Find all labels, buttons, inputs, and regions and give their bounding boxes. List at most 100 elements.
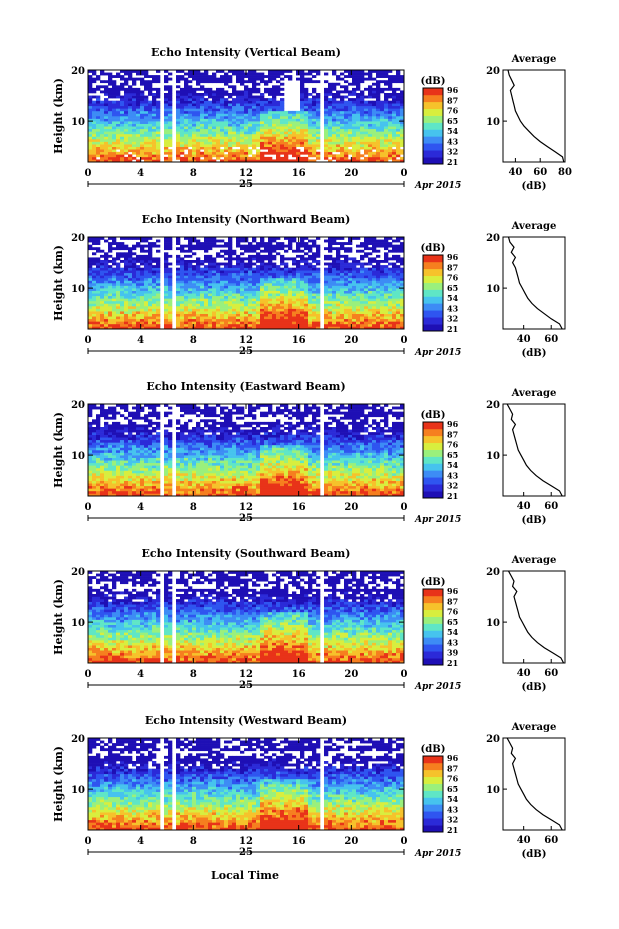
colorbar-swatch xyxy=(423,255,443,263)
colorbar-swatch xyxy=(423,310,443,318)
colorbar-swatch xyxy=(423,422,443,430)
colorbar-tick-label: 87 xyxy=(447,429,458,439)
day-label: 25 xyxy=(239,179,253,190)
colorbar-swatch xyxy=(423,463,443,471)
x-tick-label: 8 xyxy=(190,335,197,346)
profile-y-tick: 20 xyxy=(486,233,500,244)
colorbar-swatch xyxy=(423,776,443,784)
colorbar-tick-label: 65 xyxy=(447,450,458,460)
colorbar-swatch xyxy=(423,428,443,437)
colorbar-swatch xyxy=(423,756,443,764)
colorbar-tick-label: 96 xyxy=(447,586,459,596)
y-tick-label: 10 xyxy=(71,618,85,629)
colorbar-tick-label: 96 xyxy=(447,85,459,95)
x-tick-label: 12 xyxy=(239,335,253,346)
x-tick-label: 8 xyxy=(190,168,197,179)
panel-1: Echo Intensity (Northward Beam) Height (k… xyxy=(52,213,566,359)
day-label: 25 xyxy=(239,847,253,858)
profile-y-tick: 10 xyxy=(486,451,500,462)
colorbar-swatch xyxy=(423,317,443,325)
colorbar-tick-label: 65 xyxy=(447,617,458,627)
colorbar-tick-label: 43 xyxy=(447,136,459,146)
profile-x-tick: 40 xyxy=(508,167,522,178)
profile-x-tick: 60 xyxy=(533,167,547,178)
colorbar-tick-label: 76 xyxy=(447,273,459,283)
colorbar-tick-label: 32 xyxy=(447,314,458,324)
colorbar-swatch xyxy=(423,456,443,464)
colorbar-tick-label: 65 xyxy=(447,116,458,126)
colorbar-tick-label: 32 xyxy=(447,481,458,491)
colorbar-swatch xyxy=(423,637,443,645)
x-tick-label: 0 xyxy=(401,168,408,179)
x-tick-label: 8 xyxy=(190,502,197,513)
profile-x-title: (dB) xyxy=(522,181,547,192)
colorbar-title: (dB) xyxy=(421,76,446,87)
colorbar-tick-label: 43 xyxy=(447,303,459,313)
profile-x-tick: 60 xyxy=(544,501,558,512)
colorbar-swatch xyxy=(423,644,443,652)
colorbar-swatch xyxy=(423,804,443,812)
x-tick-label: 0 xyxy=(85,669,92,680)
colorbar-tick-label: 87 xyxy=(447,262,458,272)
colorbar-swatch xyxy=(423,435,443,444)
colorbar-swatch xyxy=(423,595,443,604)
colorbar-swatch xyxy=(423,630,443,638)
x-tick-label: 16 xyxy=(292,836,306,847)
profile-frame xyxy=(502,403,566,497)
colorbar-swatch xyxy=(423,129,443,137)
date-tag: Apr 2015 xyxy=(414,682,461,692)
colorbar-frame xyxy=(422,254,444,332)
profile-x-tick: 40 xyxy=(517,668,531,679)
colorbar-swatch xyxy=(423,88,443,96)
heatmap-cells xyxy=(88,404,405,497)
profile-title: Average xyxy=(511,221,557,232)
colorbar-tick-label: 21 xyxy=(447,491,458,501)
colorbar-swatch xyxy=(423,150,443,158)
y-tick-label: 10 xyxy=(71,117,85,128)
profile-y-tick: 20 xyxy=(486,400,500,411)
colorbar-swatch xyxy=(423,477,443,485)
profile-x-tick: 40 xyxy=(517,334,531,345)
colorbar-frame xyxy=(422,87,444,165)
x-tick-label: 4 xyxy=(137,502,144,513)
profile-y-tick: 10 xyxy=(486,618,500,629)
panel-0: Echo Intensity (Vertical Beam) Height (km… xyxy=(52,46,572,192)
colorbar-swatch xyxy=(423,609,443,617)
profile-x-tick: 80 xyxy=(558,167,572,178)
colorbar-tick-label: 96 xyxy=(447,419,459,429)
x-tick-label: 0 xyxy=(85,836,92,847)
colorbar-swatch xyxy=(423,449,443,457)
y-tick-label: 20 xyxy=(71,66,85,77)
date-tag: Apr 2015 xyxy=(414,348,461,358)
profile-frame xyxy=(502,69,566,163)
y-axis-title: Height (km) xyxy=(52,78,65,154)
x-tick-label: 20 xyxy=(344,502,358,513)
profile-line xyxy=(507,69,565,163)
profile-frame xyxy=(502,737,566,831)
x-tick-label: 16 xyxy=(292,669,306,680)
x-tick-label: 16 xyxy=(292,335,306,346)
heatmap-cells xyxy=(88,738,405,831)
profile-line xyxy=(506,737,563,831)
y-axis-title: Height (km) xyxy=(52,245,65,321)
y-tick-label: 20 xyxy=(71,400,85,411)
x-tick-label: 20 xyxy=(344,168,358,179)
y-axis-title: Height (km) xyxy=(52,746,65,822)
y-tick-label: 20 xyxy=(71,567,85,578)
panel-4: Echo Intensity (Westward Beam) Height (km… xyxy=(52,714,566,860)
colorbar-tick-label: 76 xyxy=(447,607,459,617)
x-axis-title: Local Time xyxy=(211,869,279,882)
x-tick-label: 20 xyxy=(344,335,358,346)
y-tick-label: 20 xyxy=(71,734,85,745)
colorbar-frame xyxy=(422,588,444,666)
profile-y-tick: 20 xyxy=(486,66,500,77)
colorbar-swatch xyxy=(423,143,443,151)
colorbar-swatch xyxy=(423,783,443,791)
panel-title: Echo Intensity (Vertical Beam) xyxy=(151,46,341,59)
profile-y-tick: 20 xyxy=(486,567,500,578)
colorbar-swatch xyxy=(423,651,443,659)
day-label: 25 xyxy=(239,680,253,691)
profile-x-tick: 60 xyxy=(544,835,558,846)
colorbar-tick-label: 65 xyxy=(447,283,458,293)
colorbar-swatch xyxy=(423,324,443,332)
